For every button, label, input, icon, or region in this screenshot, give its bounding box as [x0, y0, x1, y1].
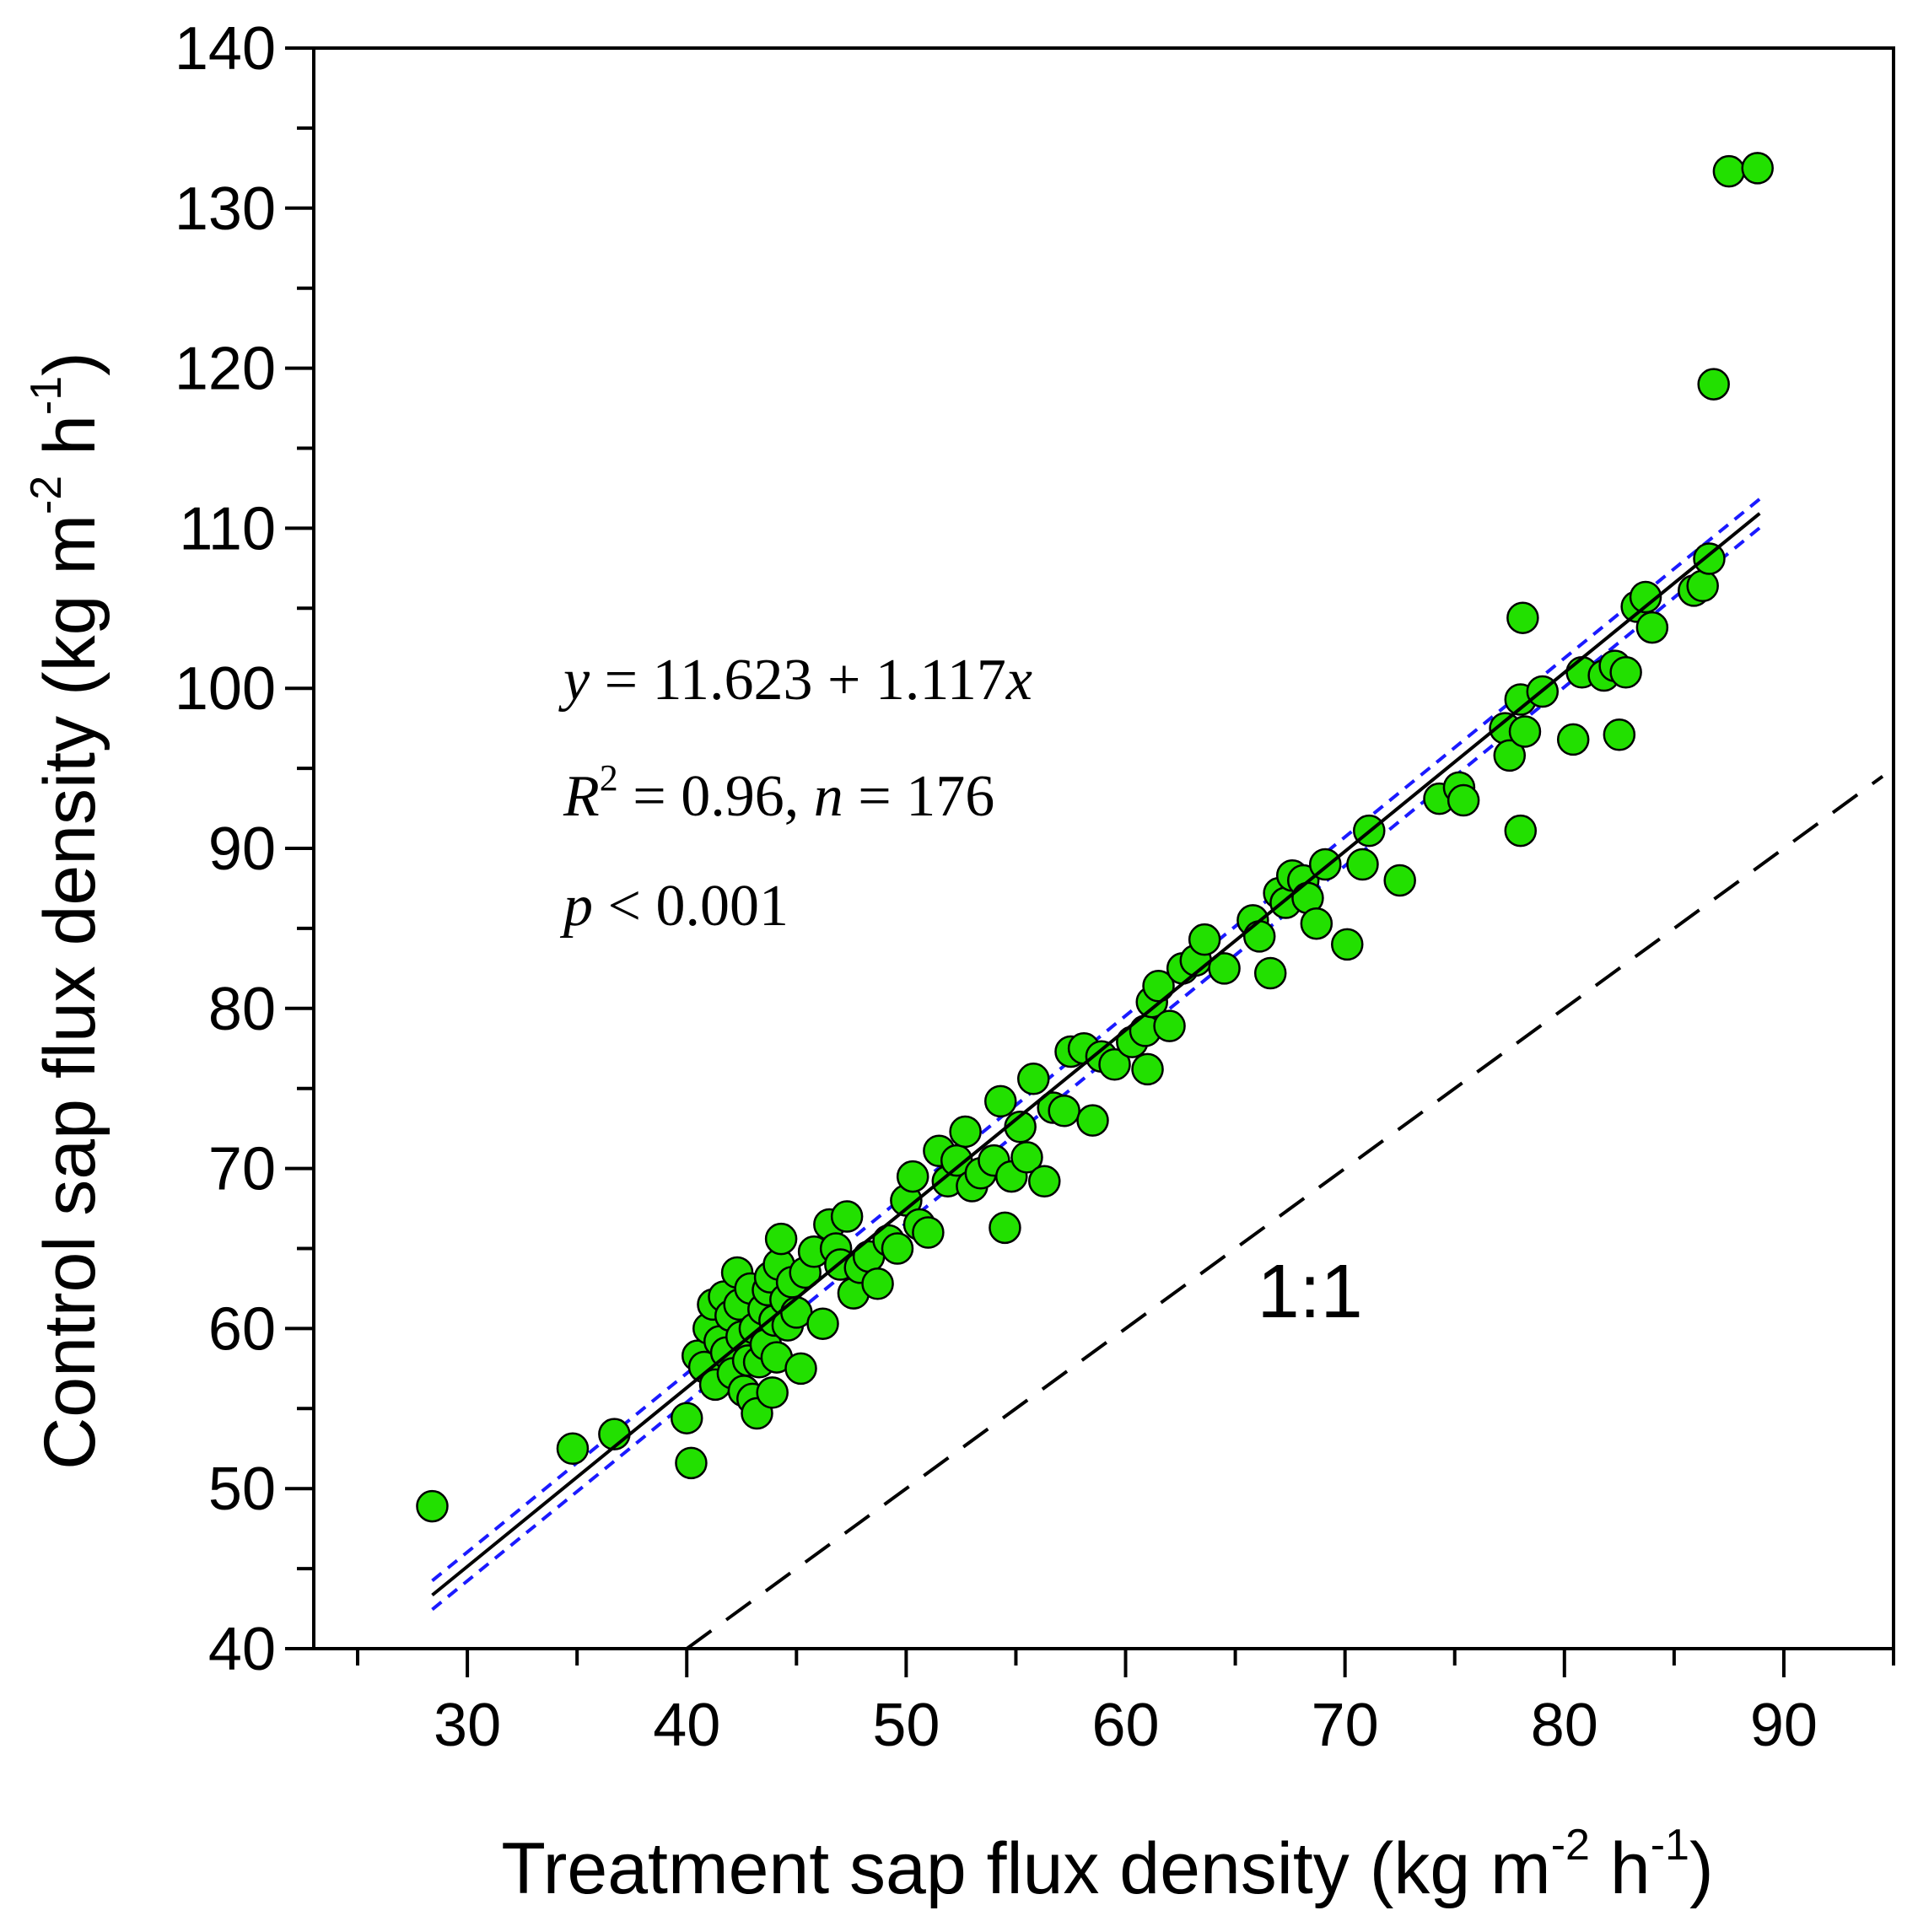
data-point-112	[1556, 723, 1590, 756]
y-tick-label: 120	[175, 336, 276, 403]
data-point-87	[1208, 952, 1241, 985]
y-axis-title: Control sap flux density (kg m-2 h-1)	[22, 352, 110, 1470]
data-point-4	[670, 1402, 703, 1434]
data-point-2	[556, 1432, 590, 1465]
data-point-69	[1017, 1063, 1050, 1095]
data-point-77	[1098, 1047, 1131, 1081]
y-tick-label: 140	[175, 15, 276, 83]
data-point-52	[881, 1232, 914, 1265]
data-point-108	[1504, 814, 1538, 848]
data-point-83	[1153, 1009, 1186, 1042]
one-to-one-label: 1:1	[1258, 1250, 1363, 1334]
data-point-98	[1331, 928, 1364, 961]
x-tick-label: 90	[1750, 1692, 1818, 1759]
data-point-119	[1629, 580, 1662, 614]
x-tick-label: 50	[872, 1692, 940, 1759]
x-tick-label: 30	[434, 1692, 501, 1759]
data-point-125	[1712, 154, 1746, 188]
data-point-75	[1076, 1104, 1109, 1137]
data-point-117	[1609, 655, 1642, 689]
data-point-65	[989, 1211, 1021, 1245]
plot-frame	[312, 46, 1895, 1650]
x-tick-label: 80	[1531, 1692, 1598, 1759]
data-point-99	[1346, 848, 1379, 881]
y-tick-label: 90	[208, 815, 276, 883]
y-tick-label: 50	[208, 1456, 276, 1523]
x-tick-label: 60	[1091, 1692, 1159, 1759]
y-tick-label: 130	[175, 175, 276, 243]
data-point-107	[1506, 601, 1539, 634]
data-point-86	[1188, 923, 1221, 956]
data-point-46	[830, 1200, 864, 1233]
data-point-104	[1447, 783, 1480, 817]
data-point-122	[1686, 569, 1719, 602]
data-point-120	[1635, 611, 1669, 644]
data-point-70	[1028, 1165, 1061, 1198]
data-point-72	[1048, 1095, 1080, 1127]
data-point-64	[983, 1084, 1017, 1118]
x-tick-label: 40	[653, 1692, 720, 1759]
data-point-42	[806, 1307, 839, 1340]
data-point-106	[1493, 739, 1527, 772]
one-to-one-line	[686, 774, 1884, 1650]
data-point-56	[912, 1216, 945, 1249]
data-point-54	[896, 1160, 929, 1193]
p-value-line: p < 0.001	[559, 874, 789, 939]
data-point-30	[756, 1376, 789, 1409]
regression-annotation: y = 11.623 + 1.117x R2 = 0.96, n = 176 p…	[558, 648, 1032, 939]
data-point-89	[1242, 920, 1276, 953]
data-point-124	[1697, 368, 1730, 401]
data-point-116	[1603, 718, 1636, 751]
data-point-80	[1131, 1052, 1164, 1086]
data-point-5	[675, 1446, 708, 1480]
x-axis-title: Treatment sap flux density (kg m-2 h-1)	[501, 1821, 1713, 1909]
y-tick-label: 70	[208, 1136, 276, 1203]
y-tick-label: 110	[179, 495, 276, 562]
y-tick-label: 100	[175, 655, 276, 723]
data-point-96	[1300, 907, 1333, 940]
y-tick-label: 80	[208, 976, 276, 1043]
data-points	[416, 152, 1774, 1523]
data-point-1	[416, 1489, 449, 1523]
equation-line: y = 11.623 + 1.117x	[558, 648, 1032, 713]
data-point-110	[1508, 715, 1542, 748]
data-point-34	[764, 1222, 798, 1256]
data-point-101	[1383, 864, 1416, 897]
data-point-68	[1010, 1141, 1043, 1174]
data-point-123	[1693, 542, 1726, 575]
regression-line	[431, 512, 1761, 1597]
data-point-39	[784, 1352, 817, 1386]
x-tick-label: 70	[1312, 1692, 1379, 1759]
data-point-126	[1741, 152, 1774, 185]
data-point-90	[1253, 956, 1287, 990]
data-point-50	[861, 1267, 894, 1300]
y-tick-label: 60	[208, 1295, 276, 1363]
y-tick-label: 40	[208, 1616, 276, 1683]
r-squared-line: R2 = 0.96, n = 176	[563, 757, 994, 829]
data-point-60	[949, 1115, 982, 1149]
